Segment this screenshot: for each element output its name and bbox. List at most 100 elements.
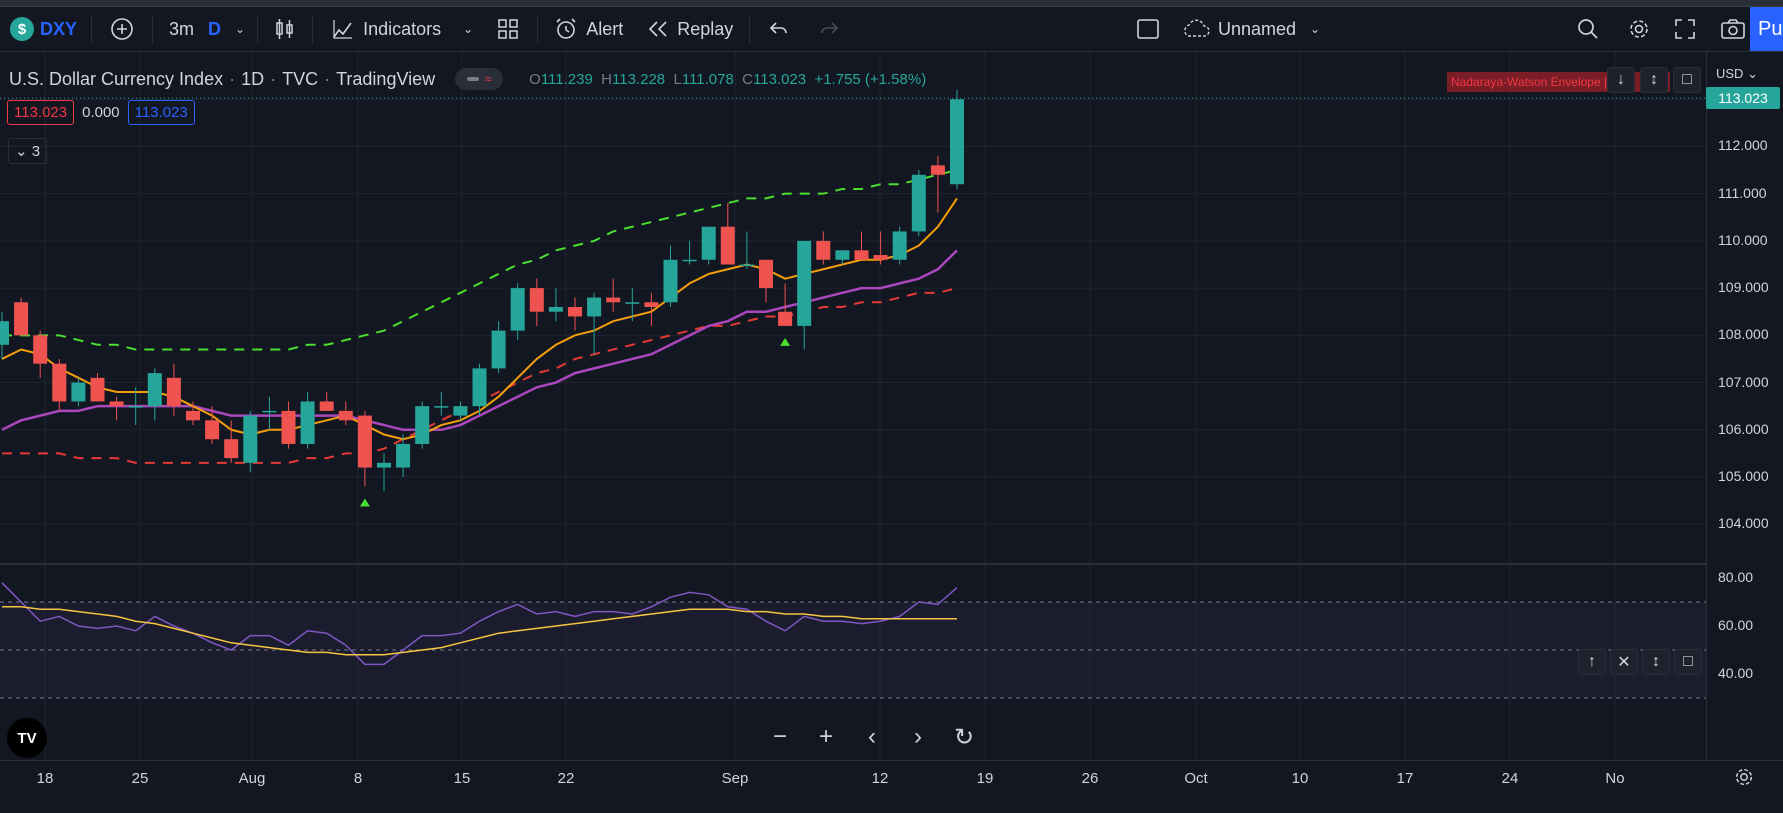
maximize-osc-pane-button[interactable]: □ bbox=[1674, 649, 1702, 675]
reset-chart-button[interactable]: ↻ bbox=[948, 722, 980, 752]
price-label: 108.000 bbox=[1718, 326, 1769, 343]
legend-symbol-name[interactable]: U.S. Dollar Currency Index bbox=[9, 68, 224, 89]
legend-timeframe: 1D bbox=[241, 68, 265, 89]
expand-icon bbox=[1675, 19, 1695, 39]
minus-icon: − bbox=[772, 723, 787, 750]
replay-label: Replay bbox=[677, 18, 734, 39]
redo-button[interactable] bbox=[804, 7, 854, 51]
zoom-in-button[interactable]: + bbox=[810, 722, 842, 752]
low-value: 111.078 bbox=[681, 70, 734, 88]
close-label: C bbox=[742, 70, 753, 88]
price-chart[interactable] bbox=[0, 52, 1706, 760]
symbol-search-button[interactable]: $ DXY bbox=[0, 7, 87, 51]
candle-body bbox=[453, 406, 468, 416]
fullscreen-toggle-button[interactable] bbox=[1126, 7, 1170, 51]
time-label: 18 bbox=[36, 770, 54, 787]
indicators-label: Indicators bbox=[363, 18, 442, 39]
toolbar-divider bbox=[749, 15, 751, 43]
move-down-button[interactable]: ↓ bbox=[1607, 67, 1635, 93]
search-button[interactable] bbox=[1566, 7, 1610, 51]
candle-body bbox=[90, 377, 105, 402]
toolbar-divider bbox=[312, 15, 314, 43]
chevron-down-icon: ⌄ bbox=[1310, 22, 1321, 36]
candle-body bbox=[548, 307, 563, 312]
arrow-up-icon: ↑ bbox=[1588, 653, 1596, 670]
buy-signal-marker bbox=[359, 498, 370, 507]
maximize-pane-button[interactable]: □ bbox=[1673, 67, 1701, 93]
indicators-icon bbox=[333, 20, 353, 39]
candle-body bbox=[109, 401, 124, 407]
scroll-left-button[interactable]: ‹ bbox=[856, 722, 888, 752]
candle-body bbox=[663, 259, 678, 303]
candle-body bbox=[587, 297, 602, 317]
buy-signal-marker bbox=[780, 337, 791, 346]
candle-body bbox=[816, 240, 831, 260]
arrow-down-icon: ↓ bbox=[1617, 71, 1625, 88]
candle-body bbox=[472, 368, 487, 407]
candle-body bbox=[950, 99, 964, 185]
candle-body bbox=[243, 415, 258, 463]
legend-separator: · bbox=[270, 68, 277, 89]
replay-button[interactable]: Replay bbox=[635, 7, 745, 51]
snapshot-button[interactable] bbox=[1710, 7, 1756, 51]
time-label: 10 bbox=[1291, 770, 1309, 787]
candle-body bbox=[166, 377, 181, 407]
undo-icon bbox=[770, 22, 788, 34]
indicators-collapse-button[interactable]: ⌄ 3 bbox=[8, 138, 48, 164]
time-label: No bbox=[1605, 770, 1625, 787]
candle-body bbox=[357, 415, 372, 468]
candle-body bbox=[682, 259, 697, 262]
plus-icon: + bbox=[818, 723, 833, 750]
time-scale-settings-button[interactable] bbox=[1733, 766, 1755, 793]
layouts-button[interactable] bbox=[483, 7, 533, 51]
alert-button[interactable]: Alert bbox=[542, 7, 635, 51]
layout-name-button[interactable]: Unnamed ⌄ bbox=[1170, 7, 1330, 51]
candle-body bbox=[262, 410, 277, 413]
candles-icon bbox=[276, 19, 293, 39]
candle-body bbox=[338, 410, 353, 421]
symbol-label: DXY bbox=[40, 18, 78, 39]
osc-signal-line bbox=[2, 606, 957, 656]
time-label: Sep bbox=[721, 770, 749, 787]
fullscreen-button[interactable] bbox=[1664, 7, 1706, 51]
redo-icon bbox=[821, 22, 839, 34]
collapse-pane-button[interactable]: ↕ bbox=[1640, 67, 1668, 93]
camera-icon bbox=[1721, 19, 1745, 39]
symbol-legend: U.S. Dollar Currency Index · 1D · TVC · … bbox=[9, 68, 926, 90]
chart-type-button[interactable] bbox=[262, 7, 308, 51]
price-label: 104.000 bbox=[1718, 515, 1769, 532]
candle-body bbox=[224, 439, 239, 459]
time-scale[interactable] bbox=[0, 760, 1783, 813]
undo-button[interactable] bbox=[754, 7, 804, 51]
reset-icon: ↻ bbox=[953, 723, 975, 751]
publish-button[interactable]: Pu bbox=[1750, 7, 1783, 51]
zoom-out-button[interactable]: − bbox=[764, 722, 796, 752]
close-pane-button[interactable]: ✕ bbox=[1610, 649, 1638, 675]
collapse-osc-pane-button[interactable]: ↕ bbox=[1642, 649, 1670, 675]
legend-visibility-toggle[interactable]: ≈ bbox=[455, 68, 504, 90]
indicators-button[interactable]: Indicators ⌄ bbox=[317, 7, 483, 51]
price-scale[interactable] bbox=[1706, 52, 1783, 760]
toolbar-divider bbox=[257, 15, 259, 43]
ohlc-values: O111.239 H113.228 L111.078 C113.023 +1.7… bbox=[529, 71, 926, 88]
currency-selector[interactable]: USD ⌄ bbox=[1716, 66, 1758, 81]
settings-button[interactable] bbox=[1617, 7, 1661, 51]
wave-icon: ≈ bbox=[484, 72, 492, 86]
chart-pane[interactable] bbox=[0, 52, 1706, 760]
move-up-button[interactable]: ↑ bbox=[1578, 649, 1606, 675]
legend-source: TradingView bbox=[336, 68, 436, 89]
scroll-right-button[interactable]: › bbox=[902, 722, 934, 752]
osc-scale-label: 80.00 bbox=[1718, 569, 1754, 585]
interval-selector[interactable]: 3m D ⌄ bbox=[157, 7, 253, 51]
candle-body bbox=[0, 321, 9, 345]
candle-body bbox=[147, 373, 162, 407]
compare-symbol-button[interactable] bbox=[96, 7, 148, 51]
candle-body bbox=[52, 363, 67, 402]
candle-body bbox=[720, 226, 735, 265]
search-icon bbox=[1578, 19, 1598, 39]
time-label: 25 bbox=[131, 770, 149, 787]
open-value: 111.239 bbox=[540, 70, 593, 88]
tradingview-logo[interactable]: TV bbox=[7, 718, 47, 758]
currency-label: USD bbox=[1716, 66, 1744, 81]
candle-body bbox=[186, 410, 200, 421]
